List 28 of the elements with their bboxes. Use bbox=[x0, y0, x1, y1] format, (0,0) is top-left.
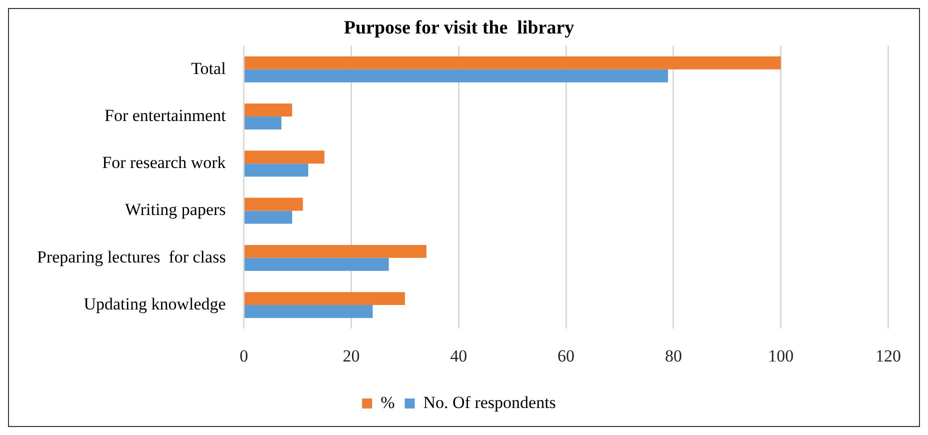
y-tick-label: Updating knowledge bbox=[84, 294, 226, 314]
y-tick-label: Writing papers bbox=[124, 200, 226, 220]
y-tick-label: For entertainment bbox=[104, 106, 226, 125]
y-tick-label: For research work bbox=[102, 153, 226, 172]
y-tick-label: Preparing lectures for class bbox=[36, 247, 226, 266]
legend-label: No. Of respondents bbox=[423, 392, 556, 412]
bar bbox=[244, 150, 324, 164]
bar bbox=[244, 56, 781, 70]
bar bbox=[244, 244, 426, 258]
x-tick-label: 100 bbox=[768, 346, 794, 366]
x-tick-label: 0 bbox=[240, 346, 248, 366]
bar bbox=[244, 104, 292, 116]
bar bbox=[244, 69, 668, 82]
x-tick-label: 120 bbox=[876, 346, 901, 366]
x-tick-label: 20 bbox=[342, 346, 360, 366]
x-tick-label: 60 bbox=[558, 346, 575, 366]
bar bbox=[244, 305, 373, 318]
y-tick-label: Total bbox=[191, 58, 226, 78]
legend-label: % bbox=[380, 392, 395, 412]
x-tick-label: 40 bbox=[450, 346, 468, 366]
bar bbox=[244, 258, 389, 271]
bar bbox=[244, 198, 303, 211]
bar bbox=[244, 164, 308, 177]
bar bbox=[244, 116, 282, 130]
x-tick-label: 80 bbox=[664, 346, 682, 366]
chart-title: Purpose for visit the library bbox=[344, 17, 575, 38]
bar bbox=[244, 292, 405, 306]
bar bbox=[244, 210, 292, 224]
